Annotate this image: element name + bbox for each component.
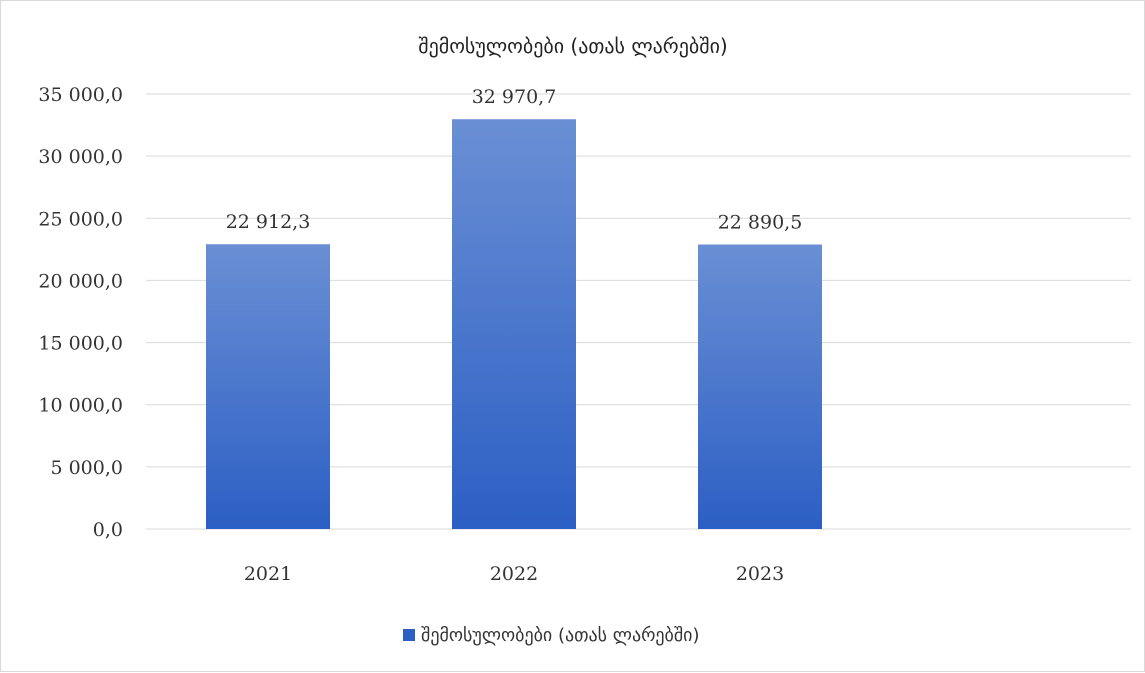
y-tick-label: 15 000,0 (38, 333, 123, 355)
x-tick-label: 2022 (490, 563, 538, 585)
bar[interactable] (698, 244, 822, 529)
data-label: 22 890,5 (718, 212, 803, 234)
legend-label: შემოსულობები (ათას ლარებში) (421, 625, 700, 646)
x-tick-label: 2021 (244, 563, 292, 585)
x-tick-label: 2023 (736, 563, 784, 585)
y-tick-label: 30 000,0 (38, 146, 123, 168)
x-axis-tick-labels: 2021 2022 2023 (244, 563, 784, 585)
data-label: 22 912,3 (226, 211, 311, 233)
bar[interactable] (206, 244, 330, 529)
legend[interactable]: შემოსულობები (ათას ლარებში) (403, 625, 700, 646)
y-tick-label: 10 000,0 (38, 395, 123, 417)
y-tick-label: 25 000,0 (38, 208, 123, 230)
bars (206, 119, 822, 529)
bar[interactable] (452, 119, 576, 529)
data-label: 32 970,7 (472, 86, 557, 108)
legend-swatch (403, 629, 415, 641)
y-tick-label: 0,0 (93, 519, 123, 541)
data-labels: 22 912,3 32 970,7 22 890,5 (226, 86, 803, 233)
y-tick-label: 5 000,0 (50, 457, 123, 479)
y-tick-label: 20 000,0 (38, 270, 123, 292)
chart-title: შემოსულობები (ათას ლარებში) (418, 34, 727, 58)
y-tick-label: 35 000,0 (38, 84, 123, 106)
y-axis-tick-labels: 0,0 5 000,0 10 000,0 15 000,0 20 000,0 25 000… (38, 84, 123, 541)
